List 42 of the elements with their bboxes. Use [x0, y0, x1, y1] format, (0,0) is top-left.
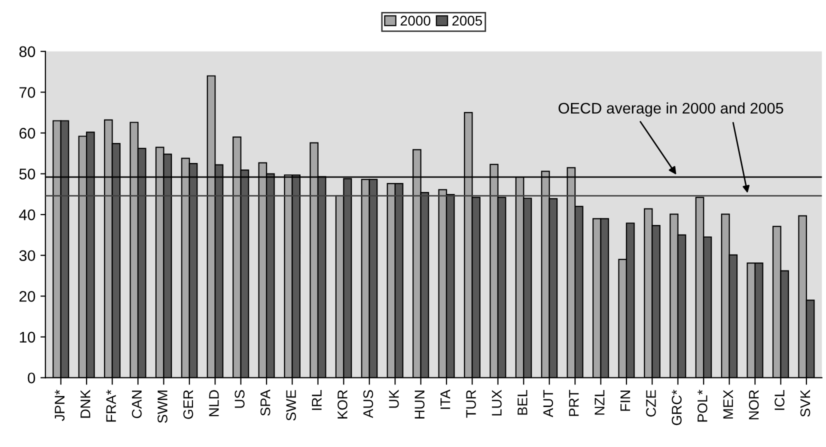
y-tick-label: 0: [28, 372, 36, 384]
x-tick-label: US: [234, 390, 245, 408]
y-tick-label: 40: [19, 209, 36, 220]
x-tick-label: UK: [389, 390, 399, 408]
x-tick-label: DNK: [80, 390, 90, 418]
x-tick-label: KOR: [338, 390, 348, 418]
x-tick-label: ITA: [440, 390, 450, 409]
x-tick-label: SVK: [800, 390, 810, 417]
x-tick-label: CZE: [646, 390, 656, 417]
x-tick-label: MEX: [723, 390, 733, 418]
x-tick-label: AUT: [543, 390, 554, 418]
x-tick-label: NLD: [209, 390, 219, 416]
x-tick-label: POL*: [698, 390, 708, 422]
y-tick-label: 60: [19, 128, 36, 139]
x-tick-label: GRC*: [672, 390, 682, 426]
x-tick-label: SWE: [286, 390, 296, 421]
y-tick-label: 50: [19, 168, 36, 180]
y-tick-label: 10: [20, 332, 36, 343]
x-tick-label: TUR: [466, 390, 476, 418]
annotation: OECD average in 2000 and 2005: [558, 102, 784, 117]
x-tick-label: SWM: [158, 390, 168, 423]
legend-label: 2000: [400, 16, 430, 26]
x-tick-label: HUN: [414, 390, 425, 418]
x-tick-label: IRL: [312, 390, 322, 410]
legend-label: 2005: [452, 16, 482, 26]
x-tick-label: FRA*: [106, 390, 116, 422]
x-tick-label: JPN*: [54, 390, 65, 421]
x-tick-label: NZL: [594, 390, 604, 415]
x-tick-label: NOR: [748, 390, 759, 420]
x-tick-label: FIN: [620, 390, 630, 411]
x-tick-label: ICL: [774, 390, 784, 410]
x-tick-label: AUS: [363, 390, 374, 418]
y-tick-label: 70: [20, 87, 36, 98]
x-tick-label: GER: [183, 390, 194, 419]
x-tick-label: PRT: [569, 390, 579, 416]
x-tick-label: SPA: [260, 390, 270, 416]
y-tick-label: 20: [19, 291, 36, 302]
y-tick-label: 80: [19, 46, 36, 58]
x-tick-label: LUX: [492, 390, 502, 416]
y-tick-label: 30: [19, 250, 36, 262]
x-tick-label: BEL: [518, 390, 528, 415]
x-tick-label: CAN: [132, 390, 142, 418]
